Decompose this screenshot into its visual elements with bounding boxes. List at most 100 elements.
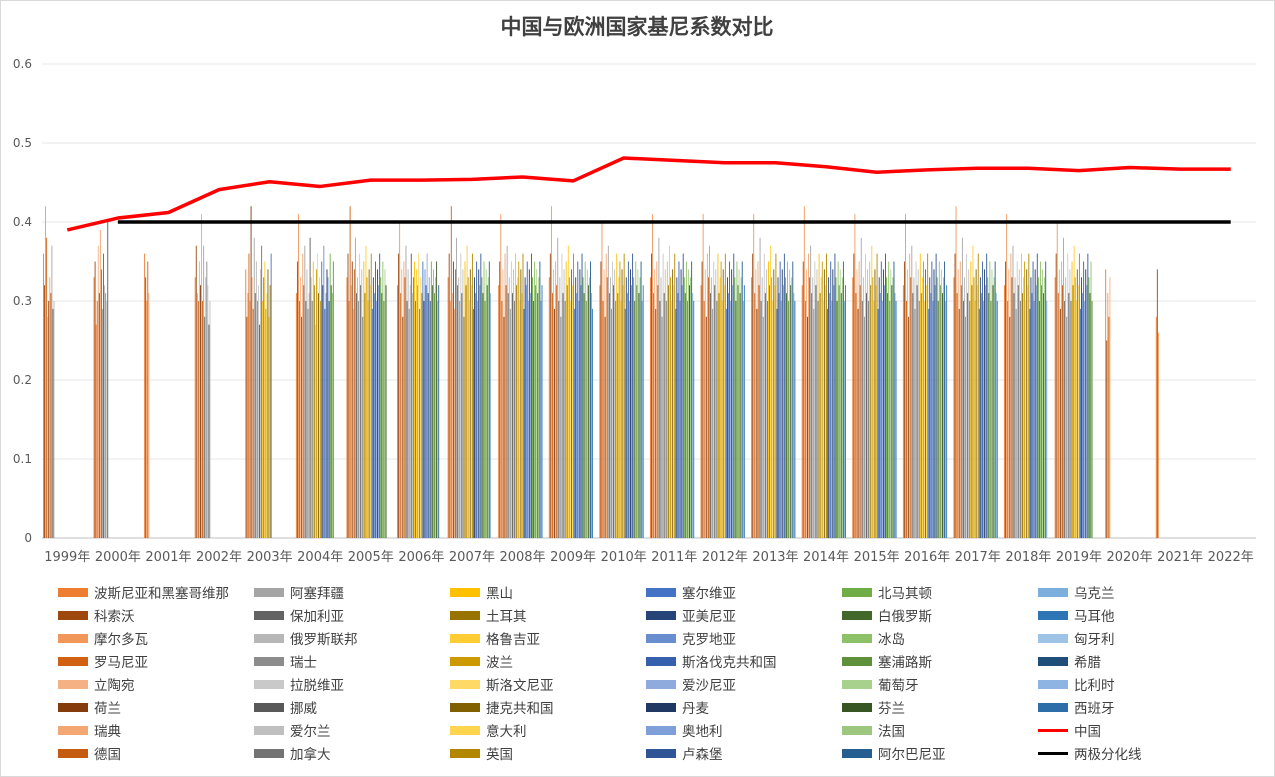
legend-label: 奥地利 [682, 724, 723, 740]
bar [587, 285, 589, 538]
bar [585, 301, 587, 538]
bar [690, 277, 692, 538]
bar [557, 237, 559, 539]
bar [734, 277, 736, 538]
bar [716, 301, 718, 538]
bar [254, 293, 256, 538]
bar [1057, 293, 1059, 538]
bar [938, 261, 940, 538]
bar [401, 269, 403, 538]
legend-label: 卢森堡 [682, 747, 723, 763]
bar [817, 301, 819, 538]
bar [209, 301, 211, 538]
bar [807, 316, 808, 538]
bar [656, 261, 658, 538]
bar [48, 301, 50, 538]
bar [100, 269, 102, 538]
legend-swatch [450, 633, 480, 643]
bar [718, 293, 720, 538]
bar [352, 308, 354, 538]
bar [1046, 301, 1048, 538]
bar [603, 269, 605, 538]
bar [370, 253, 372, 538]
bar [930, 293, 932, 538]
bar [995, 293, 997, 538]
bar [964, 277, 965, 538]
bar [972, 245, 974, 538]
legend-item: 科索沃 [58, 605, 135, 625]
bar [769, 285, 771, 538]
bar [326, 269, 328, 538]
bar [720, 261, 722, 538]
bar [536, 269, 538, 538]
bar [263, 277, 265, 538]
bar [1062, 285, 1063, 538]
legend-swatch [842, 748, 872, 758]
bar [686, 301, 688, 538]
bar [563, 269, 565, 538]
x-tick-label: 2014年 [803, 550, 849, 565]
bar [681, 285, 683, 538]
bar [673, 285, 675, 538]
legend-swatch [842, 702, 872, 712]
bar [675, 308, 677, 538]
bar [831, 301, 833, 538]
bar [43, 253, 44, 538]
legend-label: 希腊 [1074, 655, 1101, 671]
legend-label: 格鲁吉亚 [486, 632, 540, 648]
bar [583, 293, 585, 538]
bar [528, 269, 530, 538]
bar [146, 301, 148, 538]
bar [866, 293, 867, 538]
bar [632, 253, 634, 538]
bar [364, 293, 366, 538]
bar [880, 261, 882, 538]
bar [731, 269, 733, 538]
legend-item: 北马其顿 [842, 582, 932, 602]
bar [740, 277, 742, 538]
bar [639, 277, 641, 538]
bar [267, 269, 269, 538]
bar [1015, 308, 1017, 538]
legend-swatch [254, 725, 284, 735]
legend-item: 塞浦路斯 [842, 651, 932, 671]
bar [943, 277, 944, 538]
bar [1156, 269, 1158, 538]
bar [665, 301, 667, 538]
bar [501, 301, 503, 538]
legend-label: 波斯尼亚和黑塞哥维那 [94, 586, 229, 602]
legend-label: 两极分化线 [1074, 747, 1142, 763]
bar [502, 269, 504, 538]
bar [534, 261, 536, 538]
bar [261, 245, 263, 538]
bar [527, 301, 529, 538]
bar [484, 301, 486, 538]
legend-label: 塞浦路斯 [878, 655, 932, 671]
bar [299, 301, 300, 538]
bar [579, 269, 581, 538]
bar [838, 285, 840, 538]
bar [147, 261, 149, 538]
legend-item: 卢森堡 [646, 743, 723, 763]
bar [659, 301, 661, 538]
bar [715, 269, 717, 538]
bar [706, 253, 708, 538]
bar [819, 293, 821, 538]
bar [347, 253, 349, 538]
bar [1017, 285, 1019, 538]
bar [758, 285, 760, 538]
legend-label: 爱沙尼亚 [682, 678, 736, 694]
bar [302, 253, 304, 538]
bar [457, 285, 459, 538]
bar [471, 253, 473, 538]
bar [421, 293, 423, 538]
bar [884, 285, 885, 538]
bar [810, 245, 812, 538]
bar [429, 301, 431, 538]
bar [1068, 293, 1070, 538]
x-tick-label: 2010年 [601, 550, 647, 565]
bar [713, 261, 715, 538]
legend-swatch [58, 656, 88, 666]
legend-label: 瑞典 [94, 724, 121, 740]
bar [550, 206, 552, 538]
